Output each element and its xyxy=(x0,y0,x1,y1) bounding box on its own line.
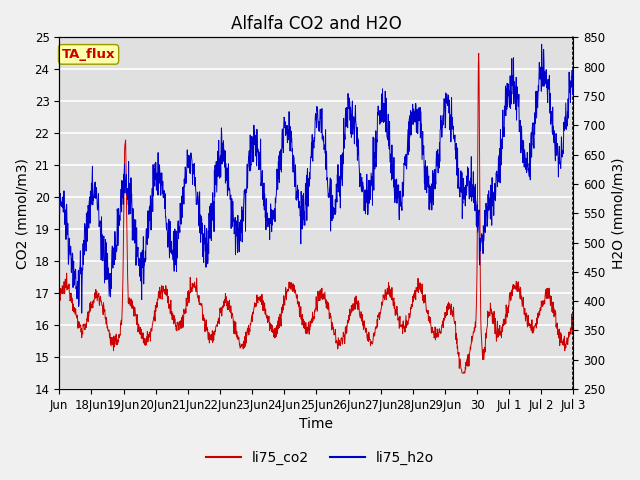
Y-axis label: CO2 (mmol/m3): CO2 (mmol/m3) xyxy=(15,158,29,269)
X-axis label: Time: Time xyxy=(300,418,333,432)
Y-axis label: H2O (mmol/m3): H2O (mmol/m3) xyxy=(611,157,625,269)
Legend: li75_co2, li75_h2o: li75_co2, li75_h2o xyxy=(200,445,440,471)
Text: TA_flux: TA_flux xyxy=(62,48,115,61)
Title: Alfalfa CO2 and H2O: Alfalfa CO2 and H2O xyxy=(231,15,402,33)
